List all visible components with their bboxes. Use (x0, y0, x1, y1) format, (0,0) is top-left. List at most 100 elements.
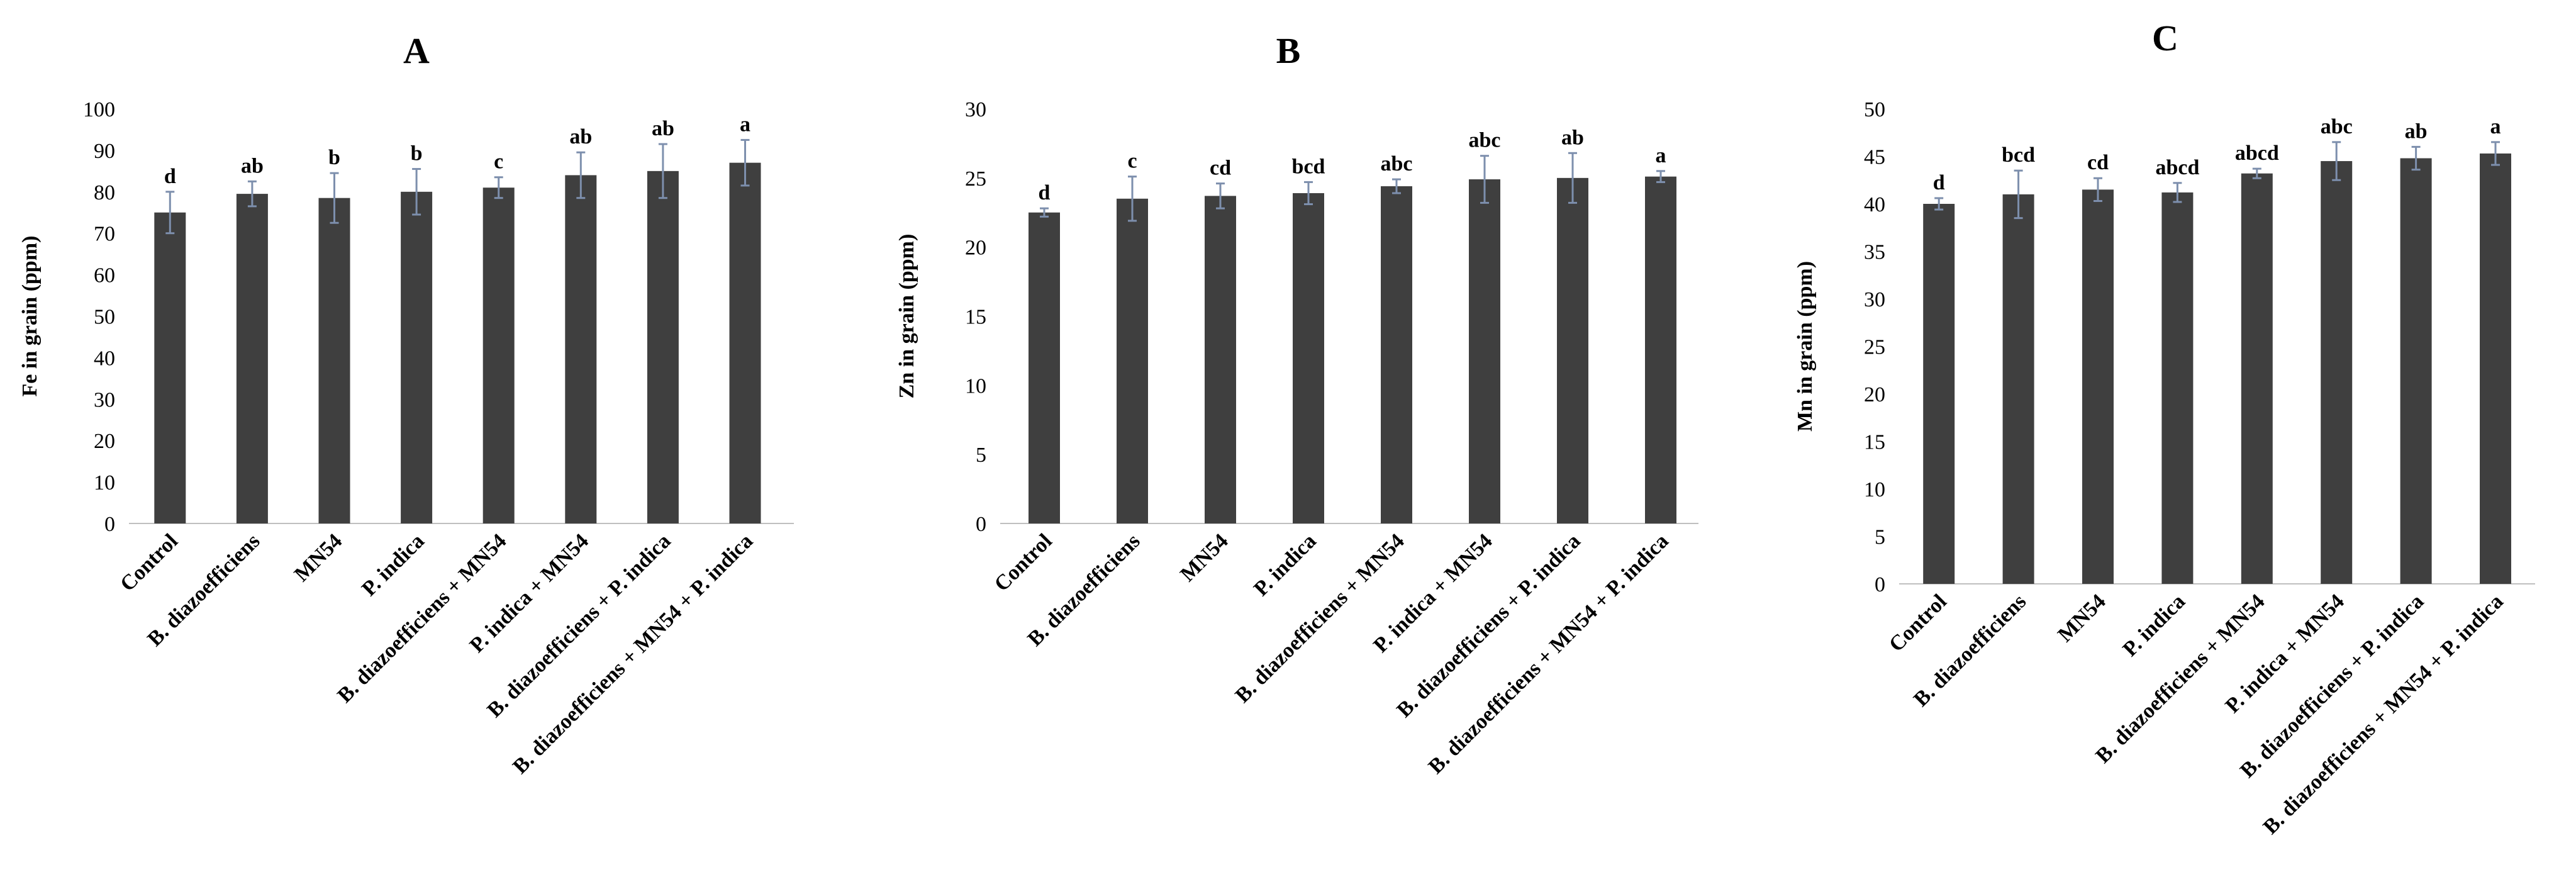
x-tick-label-1: Control (116, 529, 182, 596)
bar-4 (2161, 192, 2194, 584)
x-tick-label-3: MN54 (290, 529, 347, 586)
bar-6 (565, 175, 597, 523)
error-bar-3 (2094, 177, 2102, 202)
significance-label-2: c (1127, 150, 1137, 173)
y-tick-label: 35 (1864, 241, 1885, 264)
x-tick-label-4: P. indica (357, 529, 428, 600)
y-tick-label: 15 (1864, 431, 1885, 454)
bar-8 (2480, 153, 2511, 584)
y-tick-label: 20 (94, 430, 115, 453)
significance-label-5: abc (1381, 152, 1413, 176)
y-tick-label: 50 (1864, 98, 1885, 121)
bar-3 (2082, 189, 2114, 584)
error-bar-8 (2491, 141, 2500, 166)
bar-5 (482, 187, 515, 524)
error-bar-1 (1934, 197, 1944, 211)
x-tick-label-5: B. diazoefficiens + MN54 (333, 529, 511, 707)
y-axis-label: Mn in grain (ppm) (1793, 261, 1817, 432)
error-bar-1 (165, 191, 175, 235)
error-bar-2 (1128, 176, 1137, 222)
panel-title: C (2152, 18, 2178, 59)
significance-label-8: a (2490, 115, 2501, 138)
bar-1 (154, 212, 186, 523)
bar-7 (647, 171, 679, 524)
error-bar-8 (1656, 170, 1665, 183)
bar-8 (729, 162, 761, 523)
x-tick-label-3: MN54 (1176, 529, 1232, 586)
significance-label-7: ab (2405, 120, 2428, 143)
bar-1 (1029, 212, 1060, 523)
bar-4 (401, 191, 433, 523)
bar-5 (2241, 173, 2273, 584)
significance-label-1: d (1039, 181, 1051, 204)
significance-label-4: abcd (2155, 156, 2199, 179)
y-tick-label: 60 (94, 264, 115, 288)
significance-label-8: a (740, 113, 750, 136)
error-bar-6 (576, 151, 586, 199)
significance-label-3: b (328, 146, 340, 169)
error-bar-3 (1216, 182, 1225, 210)
bar-2 (236, 194, 268, 524)
significance-label-3: cd (2087, 151, 2109, 174)
error-bar-4 (2173, 182, 2182, 203)
significance-label-6: abc (2321, 115, 2353, 138)
y-tick-label: 5 (1875, 526, 1885, 549)
y-tick-label: 10 (94, 471, 115, 495)
significance-label-7: ab (1561, 126, 1584, 149)
y-tick-label: 0 (1875, 573, 1885, 596)
error-bar-4 (412, 168, 421, 216)
bar-7 (2400, 158, 2432, 584)
y-tick-label: 80 (94, 181, 115, 204)
y-tick-label: 0 (976, 513, 986, 536)
chart-panel-B: B Zn in grain (ppm) 0 5 10 15 20 25 30 d Control c B… (895, 30, 1698, 778)
significance-label-8: a (1656, 144, 1666, 167)
bar-1 (1923, 204, 1955, 584)
chart-panel-A: A Fe in grain (ppm) 0 10 20 30 40 50 60 70 80 90 100… (18, 30, 794, 778)
y-tick-label: 15 (965, 306, 986, 329)
significance-label-6: ab (569, 125, 592, 148)
y-tick-label: 20 (965, 237, 986, 260)
bar-6 (2321, 161, 2353, 584)
y-tick-label: 70 (94, 223, 115, 246)
bar-5 (1381, 186, 1412, 524)
x-tick-label-5: B. diazoefficiens + MN54 (1231, 529, 1409, 707)
bar-6 (1469, 179, 1500, 523)
y-axis-label: Zn in grain (ppm) (895, 234, 918, 399)
y-tick-label: 40 (94, 347, 115, 370)
error-bar-1 (1040, 207, 1049, 218)
panel-title: B (1276, 30, 1301, 71)
bar-3 (1205, 196, 1236, 523)
y-tick-label: 30 (965, 98, 986, 121)
significance-label-2: bcd (2002, 143, 2035, 167)
error-bar-5 (2252, 167, 2261, 179)
error-bar-5 (494, 176, 503, 199)
x-tick-label-1: Control (1885, 590, 1951, 656)
error-bar-2 (247, 180, 257, 208)
error-bar-6 (2332, 141, 2341, 181)
significance-label-4: b (411, 142, 423, 165)
x-tick-label-1: Control (990, 529, 1057, 596)
bar-4 (1293, 193, 1324, 523)
significance-label-1: d (164, 165, 176, 188)
y-tick-label: 5 (976, 444, 986, 467)
y-tick-label: 50 (94, 306, 115, 329)
x-tick-label-3: MN54 (2053, 590, 2110, 646)
significance-label-4: bcd (1292, 155, 1325, 178)
error-bar-8 (740, 138, 750, 187)
y-axis-label: Fe in grain (ppm) (18, 236, 42, 397)
y-tick-label: 25 (965, 167, 986, 191)
x-tick-label-4: P. indica (1249, 529, 1320, 600)
significance-label-5: abcd (2235, 142, 2279, 165)
error-bar-7 (1568, 152, 1577, 204)
significance-label-1: d (1933, 171, 1945, 194)
bar-2 (1117, 198, 1148, 523)
error-bar-7 (658, 143, 667, 199)
y-tick-label: 25 (1864, 336, 1885, 359)
chart-panel-C: C Mn in grain (ppm) 0 5 10 15 20 25 30 35 40 45 50 d C… (1793, 18, 2535, 839)
error-bar-6 (1480, 155, 1489, 204)
bar-8 (1645, 176, 1676, 523)
bar-3 (318, 198, 350, 523)
significance-label-3: cd (1210, 157, 1231, 180)
